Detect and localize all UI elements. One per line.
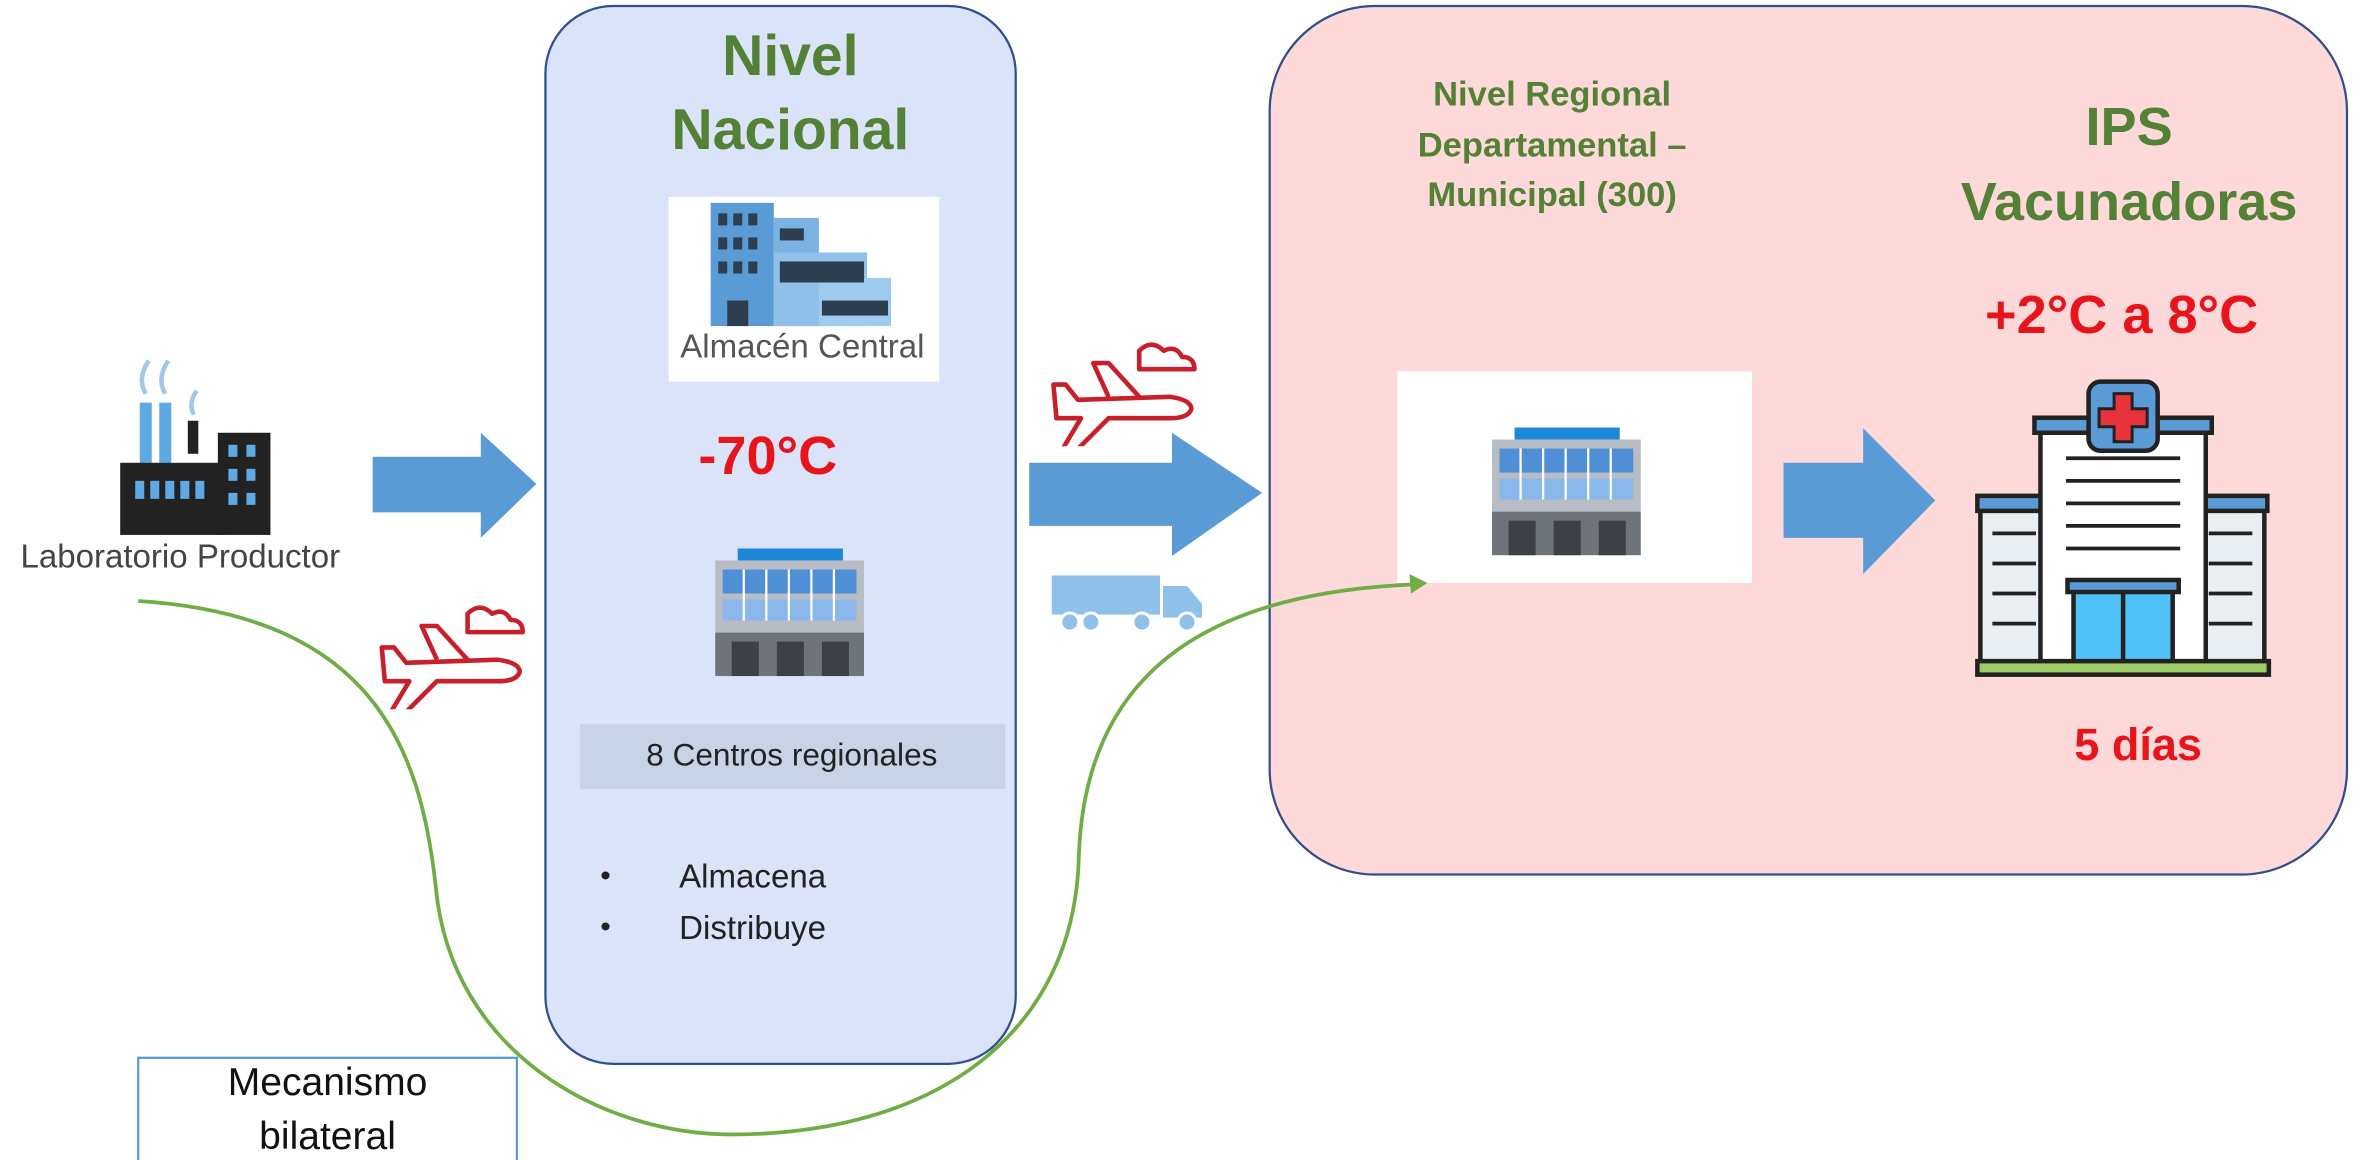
page: Cadena de frío html, body { margin: 0; p… [0,0,2356,1160]
warehouse-label: Almacén Central [680,328,924,365]
truck-icon [1052,575,1202,631]
national-title: Nivel [722,24,858,88]
diagram: Laboratorio Productor Nivel Nacional Alm… [0,0,2356,1160]
bullet-text: Almacena [679,859,827,896]
ips-title: IPS [2086,97,2173,157]
warehouse-icon [1492,427,1641,555]
producer-label: Laboratorio Productor [20,539,340,576]
national-title: Nacional [671,98,909,162]
regional-title: Departamental – [1418,126,1687,164]
body: { "producer": {"label": "Laboratorio Pro… [0,0,2356,1160]
ips-temperature: +2°C a 8°C [1985,285,2258,345]
bilateral-label: bilateral [259,1115,396,1158]
plane-icon [382,608,523,712]
arrow [1029,433,1262,556]
arrow [373,433,537,538]
bullet: • [600,911,611,944]
central-warehouse-image: Almacén Central [669,197,939,382]
plane-icon [1053,345,1194,449]
factory-icon [120,361,270,535]
warehouse-icon [715,548,864,676]
national-temperature: -70°C [698,426,837,486]
national-box [545,6,1015,1064]
regional-title: Municipal (300) [1427,176,1677,214]
bullet-text: Distribuye [679,910,826,947]
regional-title: Nivel Regional [1433,75,1671,113]
centers-label: 8 Centros regionales [646,737,937,773]
ips-duration: 5 días [2074,719,2202,770]
bilateral-label: Mecanismo [228,1061,428,1104]
bullet: • [600,859,611,892]
ips-title: Vacunadoras [1961,172,2298,232]
